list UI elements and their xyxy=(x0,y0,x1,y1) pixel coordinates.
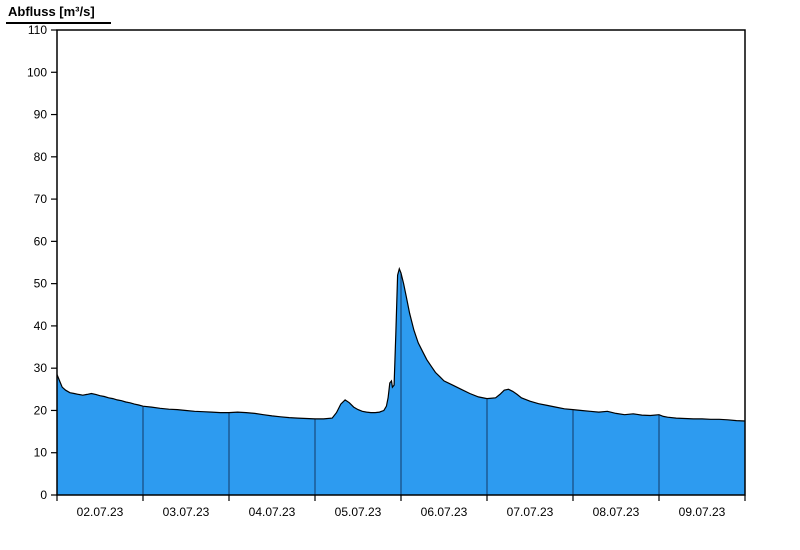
x-axis-date-label: 05.07.23 xyxy=(335,505,382,519)
y-axis-tick-label: 50 xyxy=(34,277,48,291)
y-axis-tick-label: 70 xyxy=(34,192,48,206)
chart-title: Abfluss [m³/s] xyxy=(6,4,111,24)
x-axis-date-label: 03.07.23 xyxy=(163,505,210,519)
y-axis-tick-label: 90 xyxy=(34,108,48,122)
x-axis-date-label: 09.07.23 xyxy=(679,505,726,519)
x-axis-date-label: 04.07.23 xyxy=(249,505,296,519)
y-axis-tick-label: 100 xyxy=(27,65,47,79)
y-axis-tick-label: 110 xyxy=(28,23,47,37)
x-axis-date-label: 06.07.23 xyxy=(421,505,468,519)
y-axis-tick-label: 30 xyxy=(34,361,48,375)
y-axis-tick-label: 80 xyxy=(34,150,48,164)
y-axis-tick-label: 10 xyxy=(34,446,48,460)
y-axis-tick-label: 60 xyxy=(34,234,48,248)
y-axis-tick-label: 20 xyxy=(34,403,48,417)
x-axis-date-label: 08.07.23 xyxy=(593,505,640,519)
discharge-line xyxy=(56,266,746,422)
y-axis-tick-label: 0 xyxy=(40,488,47,502)
x-axis-date-label: 02.07.23 xyxy=(77,505,124,519)
y-axis-tick-label: 40 xyxy=(34,319,48,333)
x-axis-date-label: 07.07.23 xyxy=(507,505,554,519)
